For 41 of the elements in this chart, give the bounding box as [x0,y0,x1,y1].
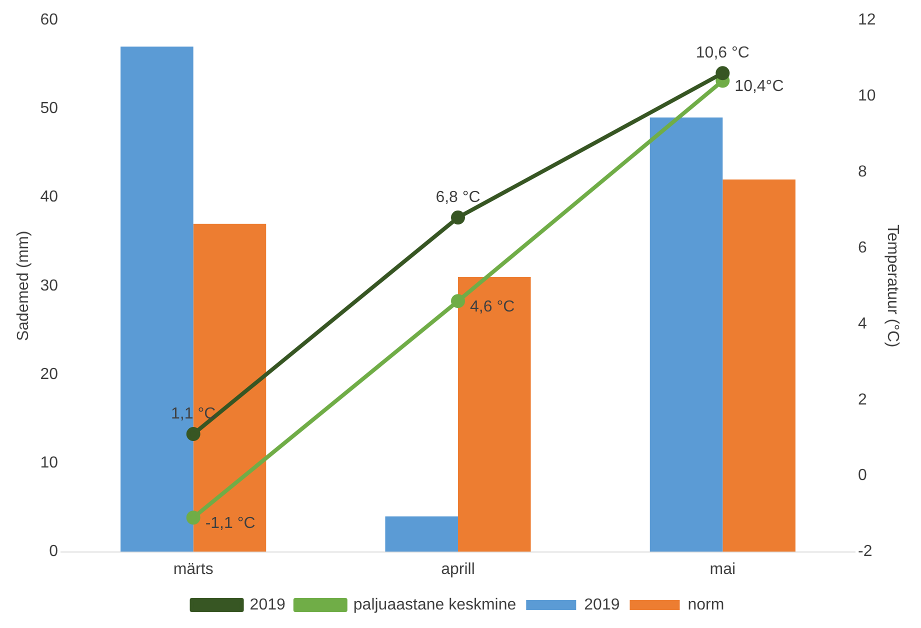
data-label: 10,4°C [734,78,784,96]
y2-tick-label: 8 [858,163,868,180]
bar [193,224,266,552]
point [451,294,465,308]
data-label: 10,6 °C [696,44,750,62]
y-tick-label: 40 [40,188,58,206]
y2-tick-label: 2 [858,391,868,408]
y2-tick-label: 0 [858,467,868,484]
point [186,510,200,525]
y-tick-label: 20 [40,366,58,383]
point [716,66,730,80]
y2-tick-label: 10 [858,87,876,104]
legend-label: norm [688,596,724,614]
data-label: 6,8 °C [436,188,480,206]
point [186,427,200,442]
y2-tick-label: 12 [858,11,876,28]
bar [458,277,531,552]
x-tick-label: märts [173,560,214,578]
legend-label: paljuaastane keskmine [353,596,516,614]
legend-label: 2019 [584,596,620,614]
y2-tick-label: 4 [858,315,868,332]
bar [650,117,723,552]
y2-axis-title: Temperatuur (°C) [884,224,901,348]
y-tick-label: 60 [40,11,58,28]
data-label: 1,1 °C [171,405,216,422]
legend-label: 2019 [250,596,286,614]
y-tick-label: 10 [40,454,58,472]
y-tick-label: 50 [40,100,58,118]
point [451,210,465,225]
data-label: -1,1 °C [205,515,256,532]
data-label: 4,6 °C [470,298,515,316]
y-tick-label: 30 [40,277,58,294]
y-tick-label: 0 [49,543,58,560]
y2-tick-label: -2 [858,543,872,560]
y2-tick-label: 6 [858,239,868,256]
y-axis-title: Sademed (mm) [15,230,32,342]
bar [385,516,458,552]
bar [120,46,194,552]
x-tick-label: aprill [441,560,475,578]
x-tick-label: mai [710,560,736,578]
bar [722,180,796,552]
